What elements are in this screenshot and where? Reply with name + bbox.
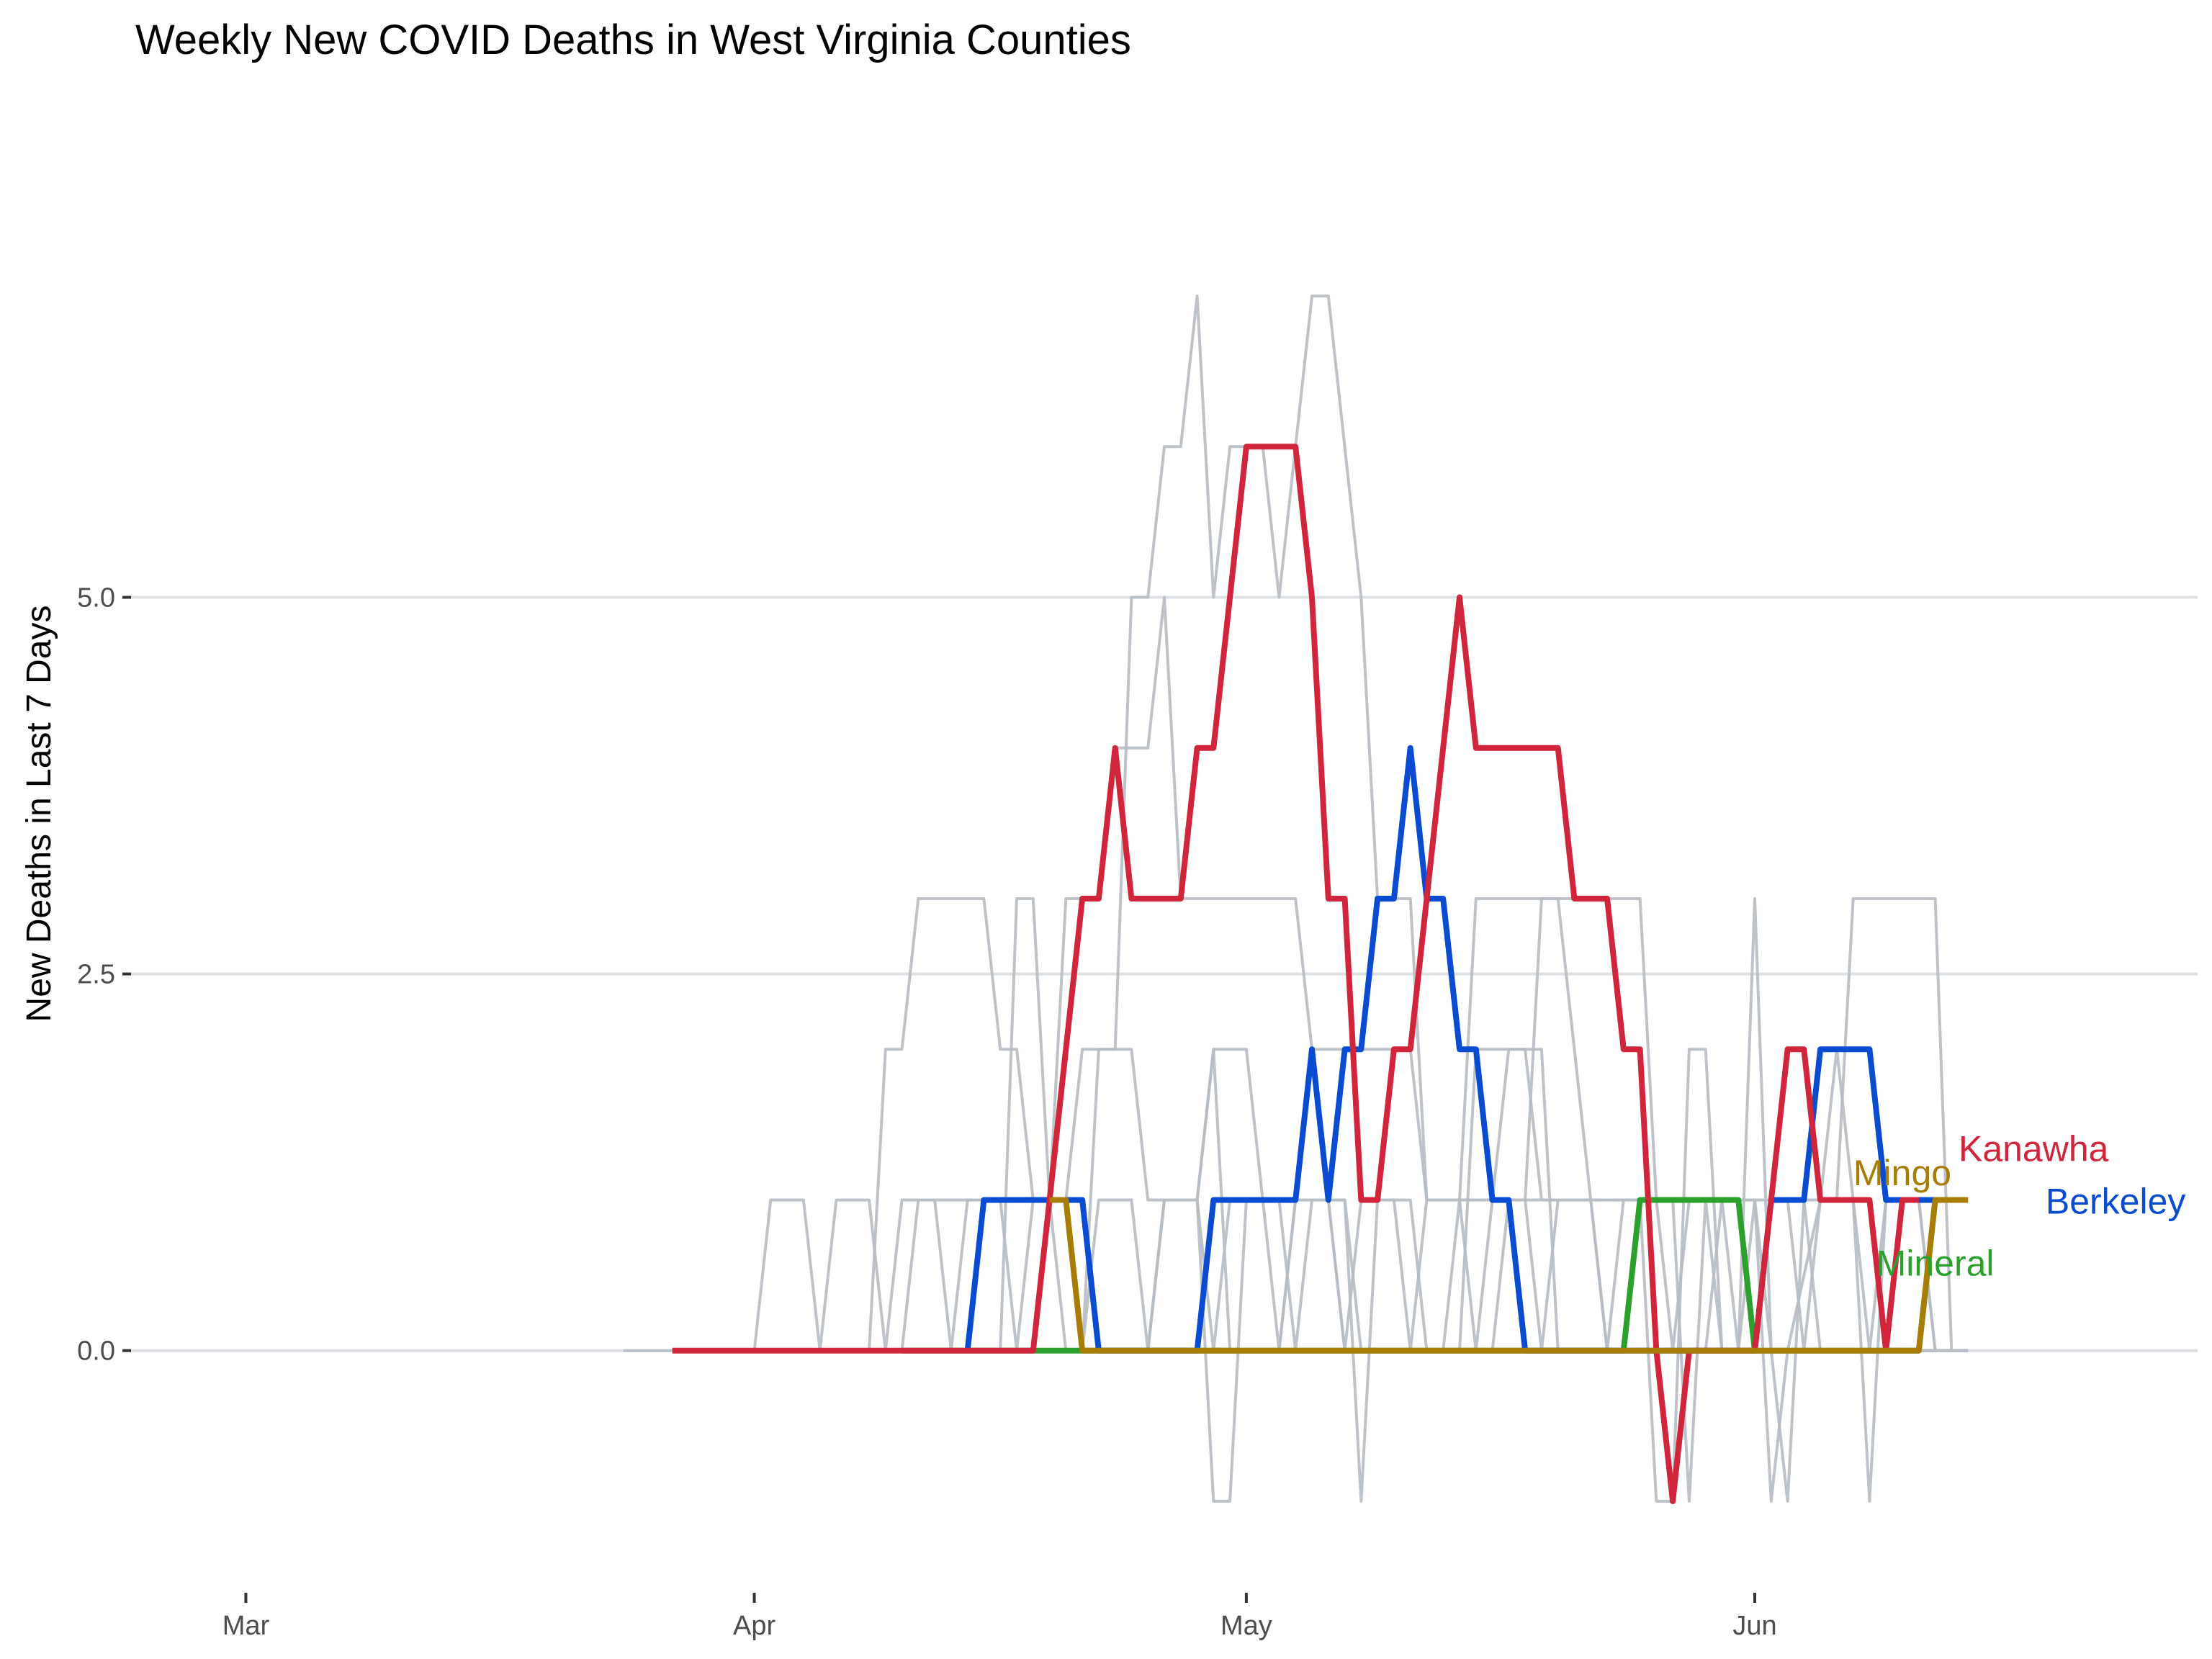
axis-ticks: 0.0 2.5 5.0 Mar Apr May Jun — [77, 583, 1776, 1641]
gridlines — [131, 595, 2198, 1352]
series-line-mingo — [1049, 1197, 1969, 1354]
background-series-line-3 — [721, 295, 1969, 1503]
background-series-line-1 — [672, 595, 1969, 1352]
series-line-kanawha — [672, 444, 1919, 1504]
x-tick-label-3: Jun — [1732, 1611, 1776, 1641]
series-label-mineral: Mineral — [1876, 1243, 1995, 1283]
y-tick-label-2: 5.0 — [77, 583, 115, 613]
series-line-berkeley — [964, 745, 1969, 1354]
x-tick-label-0: Mar — [222, 1611, 270, 1641]
series-label-berkeley: Berkeley — [2046, 1182, 2186, 1222]
y-axis-title: New Deaths in Last 7 Days — [20, 606, 58, 1022]
y-tick-label-0: 0.0 — [77, 1336, 115, 1367]
x-tick-label-1: Apr — [733, 1611, 775, 1641]
series-label-mingo: Mingo — [1853, 1153, 1951, 1193]
y-tick-label-1: 2.5 — [77, 960, 115, 990]
series-label-kanawha: Kanawha — [1959, 1128, 2109, 1169]
highlighted-series — [672, 444, 1969, 1504]
x-tick-label-2: May — [1220, 1611, 1272, 1641]
chart-title: Weekly New COVID Deaths in West Virginia… — [135, 17, 1131, 63]
background-series — [623, 295, 1969, 1503]
series-line-mineral — [902, 1197, 1969, 1354]
